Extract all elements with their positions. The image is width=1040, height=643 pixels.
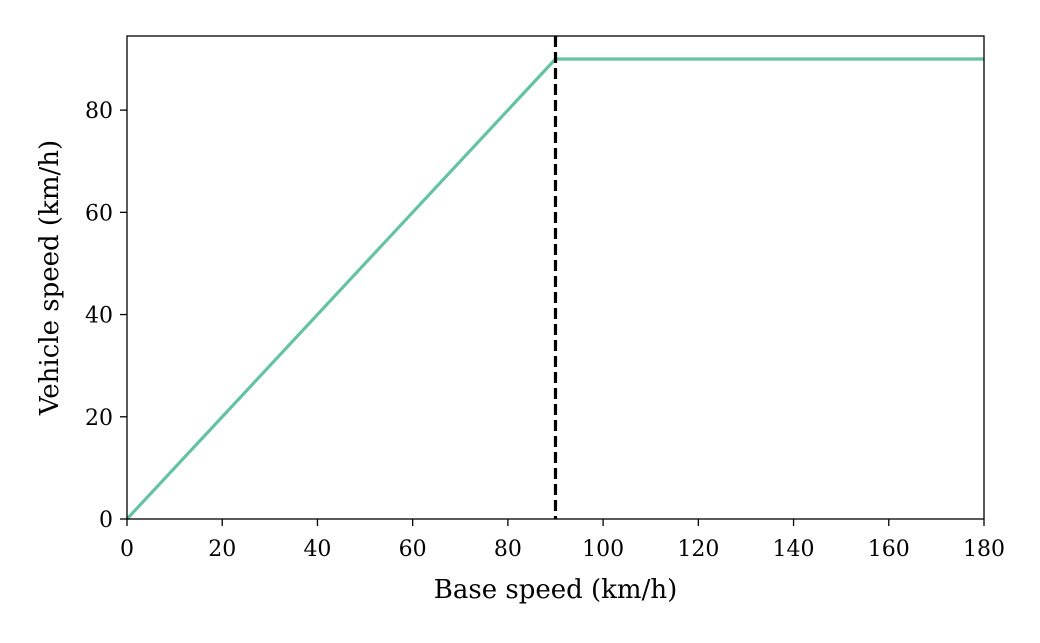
y-tick-label: 80 xyxy=(85,99,113,124)
y-tick-label: 40 xyxy=(85,304,113,329)
x-tick-label: 140 xyxy=(773,537,815,562)
plot-area xyxy=(125,36,984,521)
ticks: 0 20 40 60 80 100 120 140 160 180 0 20 40 60 80 xyxy=(85,99,1005,562)
x-tick-label: 160 xyxy=(868,537,910,562)
y-axis-label: Vehicle speed (km/h) xyxy=(35,140,65,416)
plot-frame xyxy=(126,35,985,520)
x-tick-label: 180 xyxy=(963,537,1005,562)
x-tick-label: 0 xyxy=(120,537,134,562)
x-tick-label: 100 xyxy=(582,537,624,562)
x-tick-label: 40 xyxy=(303,537,331,562)
x-tick-label: 60 xyxy=(399,537,427,562)
x-tick-label: 120 xyxy=(677,537,719,562)
x-tick-label: 80 xyxy=(494,537,522,562)
y-tick-label: 60 xyxy=(85,201,113,226)
x-tick-label: 20 xyxy=(208,537,236,562)
y-tick-label: 0 xyxy=(99,508,113,533)
x-axis-label: Base speed (km/h) xyxy=(434,575,677,605)
y-tick-label: 20 xyxy=(85,406,113,431)
